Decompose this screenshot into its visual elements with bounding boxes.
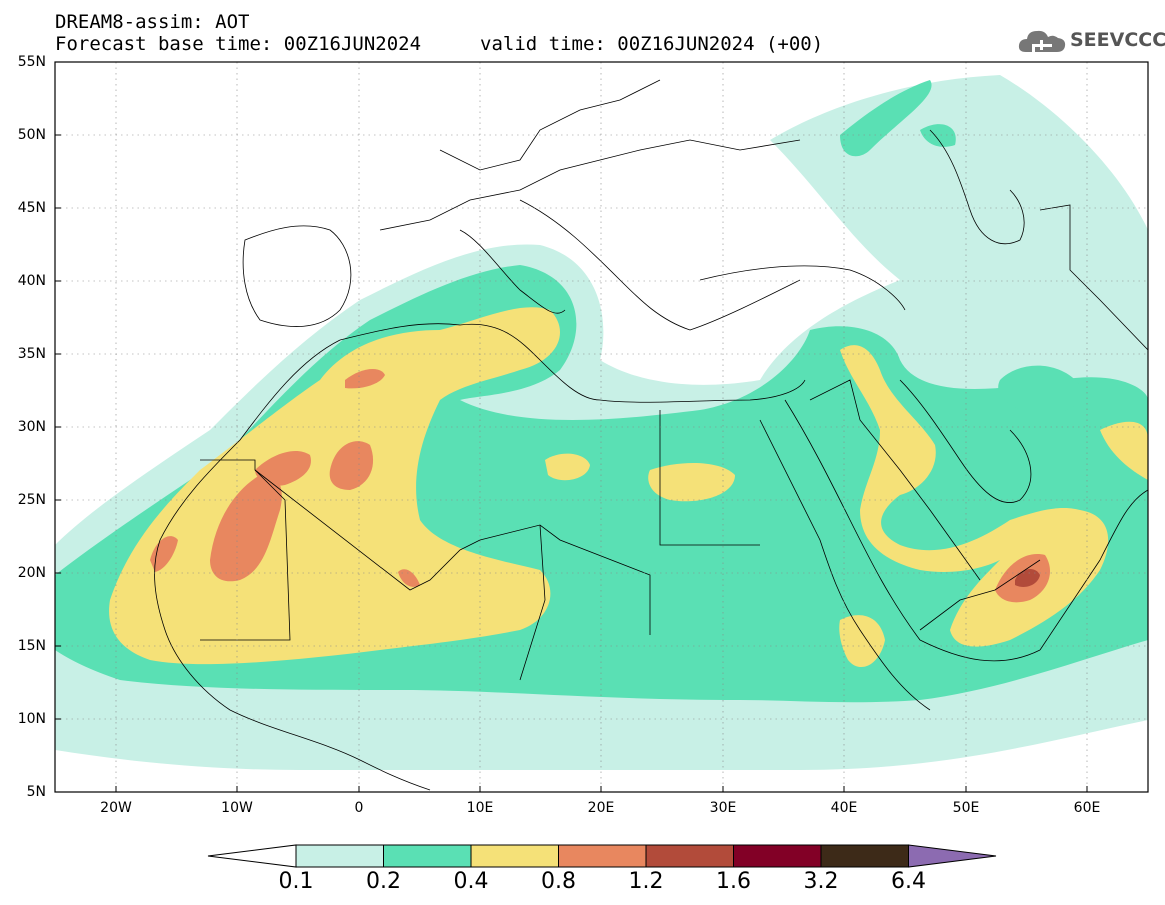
colorbar	[207, 844, 997, 868]
valid-time: valid time: 00Z16JUN2024 (+00)	[480, 33, 824, 55]
lat-label-5n: 5N	[26, 784, 46, 800]
colorbar-cell-0.1	[295, 844, 384, 868]
lat-label-25n: 25N	[17, 492, 46, 508]
border-europe	[379, 139, 801, 231]
border-mali	[200, 459, 291, 641]
coastline-caspian	[929, 129, 1025, 245]
lat-label-35n: 35N	[17, 346, 46, 362]
forecast-base-time: Forecast base time: 00Z16JUN2024	[55, 33, 422, 55]
colorbar-label-1.6: 1.6	[716, 869, 751, 894]
colorbar-label-0.1: 0.1	[278, 869, 314, 894]
colorbar-label-6.4: 6.4	[891, 869, 926, 894]
aot-band-0.1	[55, 75, 1148, 770]
aot-band-0.8-algeria-w	[255, 450, 311, 486]
colorbar-cell-0.2	[383, 844, 472, 868]
aot-band-0.2	[55, 265, 1148, 703]
lon-label-10w: 10W	[221, 800, 253, 816]
aot-band-0.8-niger	[398, 569, 420, 587]
colorbar-label-0.8: 0.8	[541, 869, 576, 894]
colorbar-low-arrow	[207, 844, 297, 868]
aot-band-0.4-arabia	[840, 345, 1109, 647]
cloud-icon	[1018, 30, 1066, 53]
lon-label-60e: 60E	[1073, 800, 1101, 816]
colorbar-label-3.2: 3.2	[803, 869, 839, 894]
coastline-red-sea-e	[784, 399, 1041, 662]
lat-label-20n: 20N	[17, 565, 46, 581]
border-iran	[1039, 204, 1148, 351]
aot-band-0.4-libya	[545, 453, 590, 481]
coastline-italy	[459, 229, 566, 314]
lon-label-40e: 40E	[830, 800, 858, 816]
coastline-red-sea-w	[759, 419, 931, 711]
coastline-gulf	[899, 379, 1032, 503]
colorbar-cell-1.2	[645, 844, 734, 868]
colorbar-label-1.2: 1.2	[628, 869, 664, 894]
colorbar-cell-1.6	[733, 844, 822, 868]
coastline-balkans	[519, 199, 801, 331]
coastline-med-africa	[339, 323, 806, 403]
aot-band-0.8-senegal	[150, 536, 178, 572]
coastline-turkey	[699, 265, 906, 311]
aot-band-0.8-algeria-e	[329, 441, 374, 490]
lat-label-10n: 10N	[17, 711, 46, 727]
lon-label-20w: 20W	[100, 800, 132, 816]
lon-label-20e: 20E	[587, 800, 615, 816]
border-saudi	[809, 379, 981, 581]
chart-title: DREAM8-assim: AOT	[55, 11, 250, 33]
graticule	[55, 62, 1148, 792]
lat-label-30n: 30N	[17, 419, 46, 435]
aot-band-0.8-mauritania	[210, 474, 282, 582]
colorbar-cell-0.4	[470, 844, 559, 868]
border-europe-2	[439, 79, 661, 171]
colorbar-high-arrow	[908, 844, 997, 868]
coastline-iberia	[242, 225, 352, 327]
colorbar-label-0.4: 0.4	[453, 869, 489, 894]
seevccc-logo: SEEVCCC	[1018, 24, 1165, 58]
aot-band-0.4-sahara	[109, 307, 561, 665]
aot-band-0.4-egypt	[648, 463, 735, 502]
lat-label-15n: 15N	[17, 638, 46, 654]
border-algeria	[254, 469, 481, 591]
aot-band-0.4-eritrea	[839, 615, 885, 668]
lon-label-30e: 30E	[709, 800, 737, 816]
lon-label-10e: 10E	[466, 800, 494, 816]
aot-band-0.8-atlas	[345, 368, 385, 389]
map-frame	[54, 61, 1149, 793]
aot-band-0.2-caspian	[920, 124, 956, 147]
coastline-nw-africa	[154, 339, 431, 791]
aot-contour-fill	[55, 75, 1148, 770]
aot-band-0.2-north	[840, 80, 932, 157]
lon-label-50e: 50E	[952, 800, 980, 816]
colorbar-cell-0.8	[558, 844, 647, 868]
aot-band-0.4-gulf	[1100, 421, 1148, 480]
lon-label-0: 0	[354, 800, 364, 816]
lat-label-45n: 45N	[17, 200, 46, 216]
border-yemen	[919, 559, 1041, 631]
aot-band-0.8-oman	[995, 554, 1050, 603]
logo-text: SEEVCCC	[1070, 29, 1165, 51]
lat-label-50n: 50N	[17, 127, 46, 143]
axis-ticks	[55, 61, 1088, 793]
colorbar-label-0.2: 0.2	[366, 869, 401, 894]
colorbar-cell-3.2	[820, 844, 909, 868]
aot-band-1.2-oman	[1015, 568, 1040, 587]
lat-label-40n: 40N	[17, 273, 46, 289]
aot-band-0.2-iran	[998, 365, 1082, 414]
country-borders	[154, 79, 1148, 791]
lat-label-55n: 55N	[17, 54, 46, 70]
border-libya	[479, 524, 651, 635]
coastline-arabia	[1039, 489, 1148, 651]
border-chad	[519, 524, 546, 681]
border-egypt	[659, 410, 760, 546]
